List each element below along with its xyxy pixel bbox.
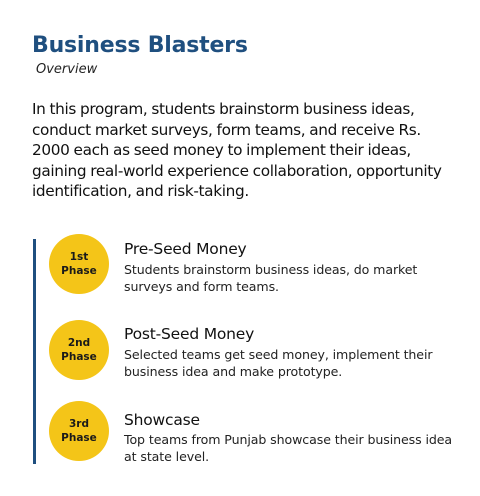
timeline-bar bbox=[33, 239, 36, 464]
phase-1-badge: 1st Phase bbox=[49, 234, 109, 294]
phase-3-badge: 3rd Phase bbox=[49, 401, 109, 461]
page-title: Business Blasters bbox=[32, 33, 248, 58]
intro-paragraph: In this program, students brainstorm bus… bbox=[32, 100, 442, 200]
phase-2-badge-label: Phase bbox=[61, 351, 97, 363]
phase-3-description: Top teams from Punjab showcase their bus… bbox=[124, 432, 453, 464]
phase-3-badge-number: 3rd bbox=[68, 418, 89, 430]
phase-3-heading: Showcase bbox=[124, 411, 200, 429]
phase-3-badge-label: Phase bbox=[61, 432, 97, 444]
phase-1-badge-label: Phase bbox=[61, 265, 97, 277]
page-subtitle: Overview bbox=[36, 62, 98, 77]
phase-2-badge-number: 2nd bbox=[67, 337, 91, 349]
phase-1-description: Students brainstorm business ideas, do m… bbox=[124, 262, 418, 294]
phase-2-heading: Post-Seed Money bbox=[124, 325, 255, 343]
phase-1-heading: Pre-Seed Money bbox=[124, 240, 247, 258]
phase-2-badge: 2nd Phase bbox=[49, 320, 109, 380]
phase-1-badge-number: 1st bbox=[69, 251, 89, 263]
phase-2-description: Selected teams get seed money, implement… bbox=[124, 347, 433, 379]
